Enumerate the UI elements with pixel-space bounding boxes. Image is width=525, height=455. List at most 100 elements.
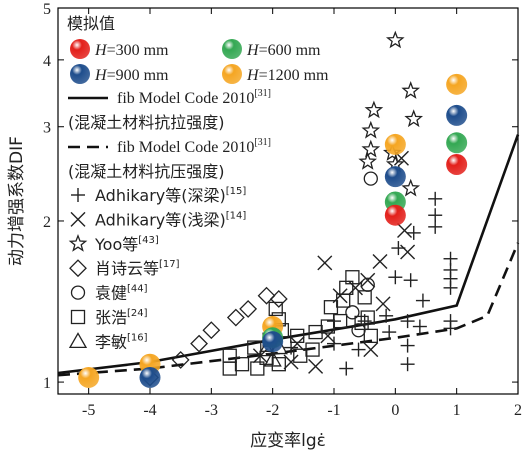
diamond-data-point <box>269 290 288 308</box>
x-tick-label: -3 <box>205 402 218 419</box>
legend-line-label: fib Model Code 2010[31] <box>117 137 271 156</box>
legend: 模拟值 H=300 mm H=600 mm H=900 mm H=1200 mm fib … <box>67 14 329 351</box>
legend-line-note: (混凝土材料抗压强度) <box>68 162 225 181</box>
y-axis-label: 动力增强系数DIF <box>7 136 27 266</box>
square-data-point <box>290 328 305 344</box>
plus-data-point <box>388 270 403 285</box>
cross-data-point <box>372 254 388 269</box>
y-tick-label: 2 <box>43 214 51 231</box>
square-data-point <box>320 319 336 334</box>
square-data-point <box>222 361 237 376</box>
experimental-markers <box>141 30 458 387</box>
star-data-point <box>401 81 421 99</box>
square-data-point <box>247 340 262 355</box>
plus-data-point <box>379 308 394 323</box>
legend-sphere <box>70 39 90 59</box>
star-data-point <box>385 30 405 49</box>
simulated-point <box>384 133 406 155</box>
triangle-data-point <box>263 350 282 367</box>
legend-sphere <box>222 64 242 84</box>
square-data-point <box>332 313 348 329</box>
cross-data-point <box>320 328 336 344</box>
legend-sim-label: H=300 mm <box>94 42 169 59</box>
legend-circle-icon <box>70 285 86 300</box>
plus-data-point <box>382 325 397 340</box>
legend-marker-label: 张浩[24] <box>95 308 148 327</box>
x-tick-label: 0 <box>391 402 399 419</box>
square-data-point <box>268 301 283 317</box>
legend-sim-label: H=600 mm <box>246 42 321 59</box>
simulated-point <box>446 154 468 176</box>
y-tick-label: 5 <box>43 1 51 18</box>
legend-triangle-icon <box>68 332 88 349</box>
square-data-point <box>363 328 378 344</box>
square-data-point <box>345 270 360 285</box>
plus-data-point <box>428 219 443 234</box>
square-data-point <box>336 293 351 308</box>
x-tick-label: 1 <box>453 402 461 419</box>
x-tick-label: -1 <box>327 402 340 419</box>
cross-data-point <box>360 272 376 288</box>
cross-data-point <box>400 244 416 260</box>
legend-cross-icon <box>70 211 86 227</box>
plus-data-point <box>412 319 427 334</box>
simulated-point <box>446 73 468 95</box>
y-tick-label: 3 <box>43 120 51 137</box>
star-data-point <box>364 100 384 119</box>
plus-data-point <box>400 314 415 329</box>
star-data-point <box>361 120 381 139</box>
star-data-point <box>401 178 421 197</box>
plus-data-point <box>406 225 421 240</box>
simulated-point <box>78 366 100 388</box>
cross-data-point <box>289 336 305 352</box>
legend-marker-label: Yoo等[43] <box>94 235 159 254</box>
legend-marker-label: 肖诗云等[17] <box>95 259 180 278</box>
diamond-data-point <box>190 334 208 353</box>
cross-data-point <box>308 358 324 374</box>
legend-marker-label: Adhikary等(深梁)[15] <box>95 186 246 205</box>
simulated-point <box>384 204 406 226</box>
legend-sim-label: H=1200 mm <box>246 67 329 84</box>
axis-ticks: -5 -4 -3 -2 -1 0 1 2 1 2 3 4 5 <box>43 1 522 419</box>
y-tick-label: 4 <box>43 53 51 70</box>
plus-data-point <box>400 338 415 353</box>
simulated-point <box>384 166 406 188</box>
star-data-point <box>358 151 378 170</box>
circle-data-point <box>363 171 378 186</box>
cross-data-point <box>317 255 333 271</box>
circle-data-point <box>345 305 360 320</box>
simulated-point <box>446 104 468 126</box>
cross-data-point <box>375 296 391 312</box>
cross-data-point <box>397 222 413 238</box>
square-data-point <box>305 342 320 357</box>
y-tick-label: 1 <box>43 375 51 392</box>
x-tick-label: -4 <box>143 402 156 419</box>
star-data-point <box>361 139 381 158</box>
diamond-data-point <box>239 299 258 318</box>
legend-line-label: fib Model Code 2010[31] <box>117 88 271 107</box>
square-data-point <box>357 290 372 305</box>
plus-data-point <box>339 361 354 376</box>
plus-data-point <box>428 191 443 206</box>
simulated-point <box>446 132 468 154</box>
legend-marker-label: 李敏[16] <box>95 332 148 351</box>
plus-data-point <box>443 280 458 295</box>
circle-data-point <box>351 323 366 338</box>
diamond-data-point <box>257 286 276 305</box>
simulated-point <box>262 331 284 353</box>
legend-sphere <box>222 39 242 59</box>
legend-line-note: (混凝土材料抗拉强度) <box>68 113 225 132</box>
diamond-data-point <box>226 308 245 327</box>
plus-data-point <box>351 342 366 357</box>
diamond-data-point <box>171 351 190 369</box>
plus-data-point <box>403 273 418 288</box>
square-data-point <box>308 324 323 340</box>
legend-plus-icon <box>71 188 85 202</box>
cross-data-point <box>363 342 379 358</box>
legend-marker-label: 袁健[44] <box>95 284 148 303</box>
legend-marker-label: Adhikary等(浅梁)[14] <box>95 210 246 229</box>
cross-data-point <box>283 354 299 370</box>
plus-data-point <box>443 321 458 336</box>
plus-data-point <box>400 357 415 372</box>
